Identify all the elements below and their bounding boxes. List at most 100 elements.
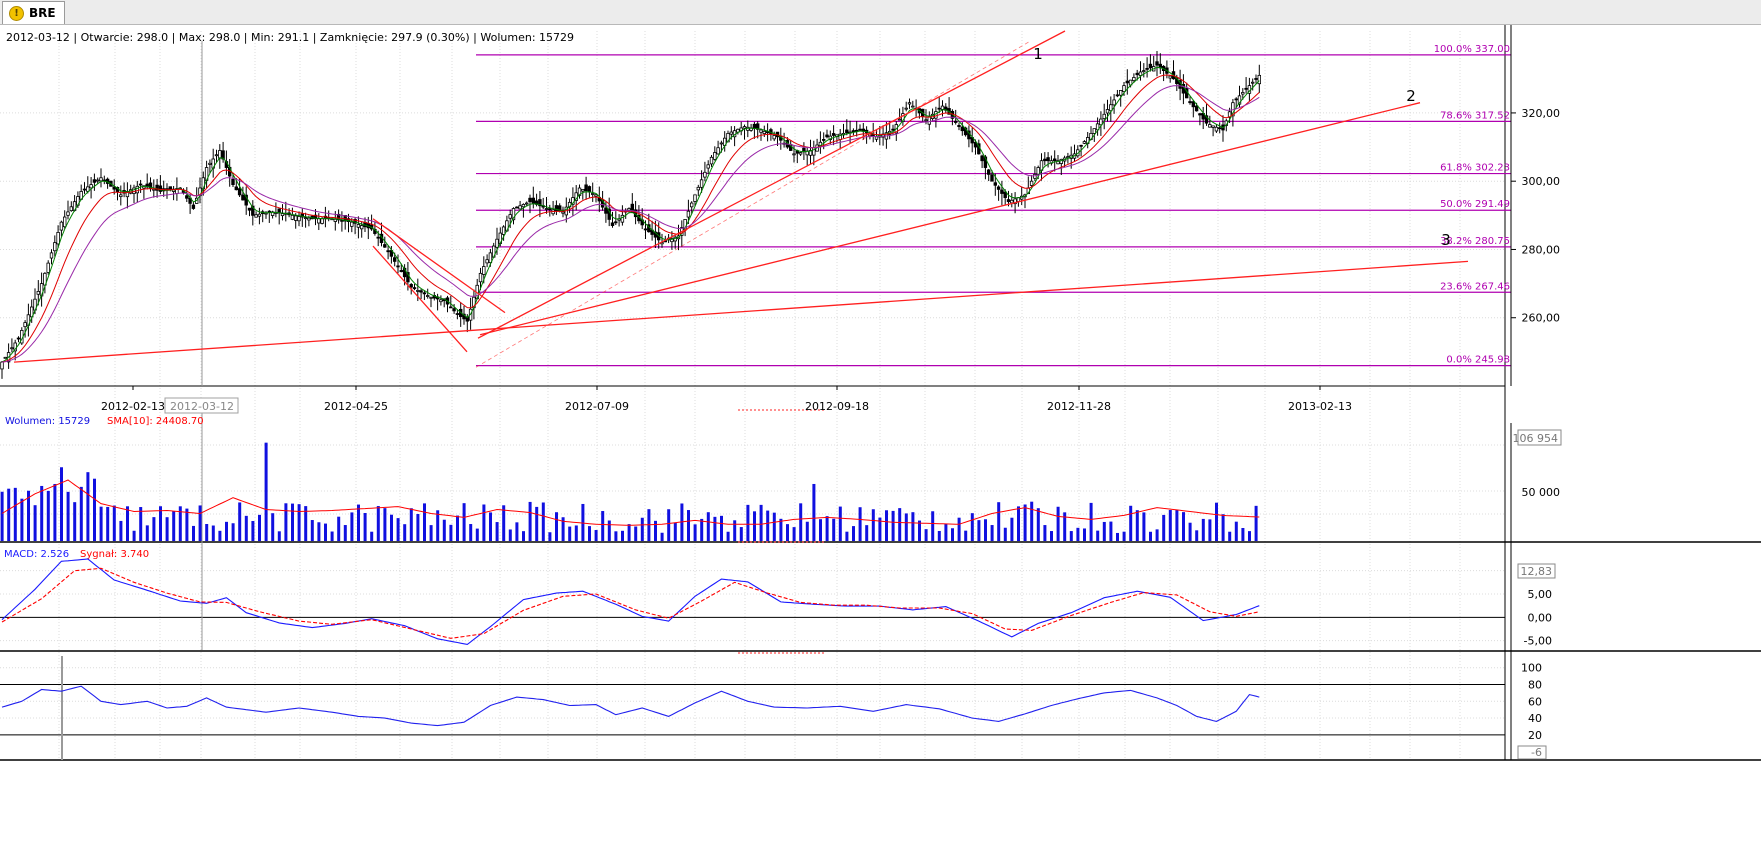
candle-body (303, 217, 308, 220)
x-tick-label: 2012-09-18 (805, 400, 869, 413)
candle-body (320, 218, 324, 224)
volume-bar (753, 511, 756, 541)
volume-bar (469, 524, 473, 541)
volume-bar (568, 526, 572, 541)
volume-bar (937, 530, 941, 541)
volume-bar (786, 524, 789, 541)
volume-bar (337, 516, 341, 541)
volume-bar (297, 504, 301, 541)
osc-tick-label: 60 (1528, 695, 1542, 708)
volume-bar (726, 531, 730, 541)
macd-line (1, 558, 1260, 645)
volume-bar (13, 487, 17, 541)
volume-bar (1241, 527, 1245, 541)
tab-bre[interactable]: ! BRE (2, 1, 65, 24)
x-tick-label: 2012-04-25 (324, 400, 388, 413)
volume-bar (951, 528, 954, 541)
candle-body (957, 125, 961, 127)
stock-chart[interactable]: 100.0% 337.00 78.6% 317.52 61.8% 302.23 50.… (0, 25, 1761, 855)
candle-body (455, 313, 460, 315)
candle-body (696, 186, 700, 191)
volume-bar (119, 520, 123, 541)
volume-bar (911, 512, 915, 541)
candle-body (247, 207, 252, 211)
volume-bar (832, 518, 836, 541)
volume-bar (1221, 514, 1225, 541)
volume-bar (27, 490, 30, 541)
volume-bar (1096, 530, 1100, 541)
candle-body (1204, 115, 1209, 124)
candle-body (610, 222, 615, 226)
candle-body (983, 156, 988, 168)
candle-body (729, 131, 733, 135)
candle-body (1257, 74, 1261, 85)
candle-body (954, 120, 958, 123)
trendline-label: 3 (1441, 231, 1451, 249)
candle-body (1010, 199, 1014, 204)
ma-mid-line (1, 74, 1260, 363)
candle-body (241, 194, 245, 201)
candle-body (584, 184, 588, 192)
candle-body (350, 221, 354, 227)
volume-bar (1234, 521, 1238, 541)
volume-bar (819, 519, 822, 541)
volume-bar (106, 506, 110, 541)
fib-label: 61.8% 302.23 (1440, 163, 1510, 174)
candle-body (653, 231, 658, 238)
volume-bar (700, 518, 704, 541)
volume-bar (1010, 517, 1014, 541)
candle-body (690, 202, 694, 208)
volume-bar (1023, 504, 1027, 541)
volume-bar (548, 532, 552, 541)
info-line: 2012-03-12 | Otwarcie: 298.0 | Max: 298.… (6, 31, 574, 44)
volume-bar (1188, 522, 1192, 541)
candle-body (280, 213, 285, 217)
candle-body (528, 197, 532, 203)
candle-body (1105, 109, 1110, 114)
candle-body (825, 134, 829, 138)
volume-bar (350, 512, 354, 541)
candle-body (851, 130, 856, 133)
candle-body (620, 214, 625, 223)
volume-bar (634, 526, 638, 541)
candle-body (1000, 189, 1004, 194)
volume-bar (456, 515, 459, 541)
candle-body (1092, 128, 1096, 134)
candle-body (155, 184, 159, 191)
candle-body (386, 250, 390, 253)
candle-body (399, 270, 403, 273)
candle-body (577, 187, 582, 196)
candle-body (521, 204, 526, 208)
candle-body (148, 182, 153, 189)
candle-body (1244, 87, 1248, 90)
volume-bar (508, 529, 512, 541)
candle-body (1241, 92, 1245, 95)
candle-body (152, 188, 156, 191)
volume-bar (423, 503, 426, 541)
volume-bar (693, 524, 697, 541)
trendline-1 (477, 30, 1066, 339)
candle-body (1036, 167, 1040, 175)
volume-bar (614, 531, 618, 541)
candle-body (924, 119, 928, 122)
volume-max-label: 106 954 (1513, 432, 1559, 445)
macd-panel: MACD: 2.526 Sygnał: 3.740 5,00 0,00 -5,00 12,… (1, 549, 1556, 648)
candle-body (703, 171, 707, 178)
volume-bar (898, 508, 902, 541)
candle-body (244, 194, 248, 206)
candle-body (158, 185, 163, 192)
candle-body (429, 296, 433, 299)
volume-bar (588, 526, 591, 541)
candle-body (482, 266, 486, 275)
volume-bar (211, 525, 215, 541)
candle-body (1148, 63, 1153, 69)
candle-body (1122, 85, 1126, 92)
candle-body (980, 155, 984, 162)
volume-bar (891, 510, 895, 541)
volume-bar (984, 519, 987, 541)
oscillator-panel: 100 80 60 40 20 -6 (1, 662, 1547, 760)
volume-bar (244, 515, 248, 541)
candle-body (742, 126, 747, 129)
candle-body (798, 152, 803, 155)
volume-bar (1003, 527, 1007, 541)
